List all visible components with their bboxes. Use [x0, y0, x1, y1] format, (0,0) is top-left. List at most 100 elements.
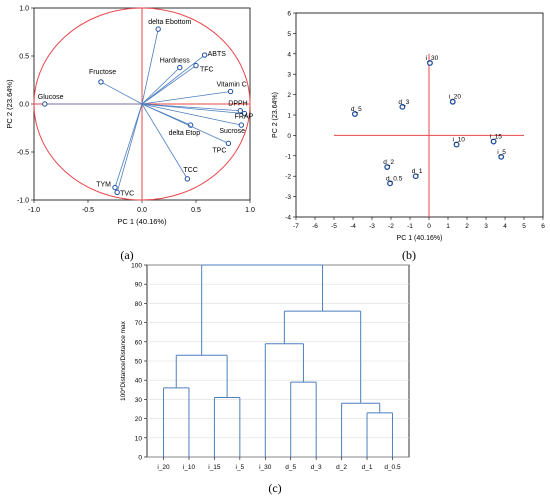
leaf-label: i_30 — [259, 464, 272, 471]
leaf-label: i_5 — [236, 464, 245, 471]
panel-a-loadings-plot: -1.0 -0.5 0.0 0.5 1.0 1.0 0.5 0.0 -0.5 -1.0 PC 1 (… — [5, 6, 255, 227]
loading-label: TCC — [183, 167, 197, 174]
loading-point — [184, 176, 191, 182]
loading-label: TFC — [200, 67, 214, 74]
score-label: i_5 — [497, 149, 506, 156]
loading-point — [227, 88, 234, 95]
x-tick-label: 6 — [541, 223, 545, 230]
panel-b-scores-plot: -7 -6 -5 -4 -3 -2 -1 0 1 2 3 4 5 6 6 5 4 3 2 1 0 -1 -2 -3 -4 PC 1… — [272, 11, 545, 243]
loading-label: Vitamin C — [217, 82, 247, 89]
y-tick-label: 80 — [135, 301, 143, 308]
plot-frame — [295, 12, 544, 218]
y-tick-label: -2 — [285, 174, 291, 181]
score-label: d_3 — [398, 99, 409, 106]
y-axis-label: 100*Distance/Distance max — [120, 320, 127, 401]
loading-point — [225, 140, 232, 147]
leaf-label: i_20 — [157, 464, 170, 471]
loading-label: delta Etop — [169, 130, 201, 137]
score-label: i_30 — [426, 55, 439, 62]
y-tick-label: 20 — [135, 416, 143, 423]
loading-vector — [141, 67, 181, 105]
score-label: d_5 — [351, 106, 362, 113]
loading-vector — [141, 91, 231, 105]
y-tick-label: 50 — [135, 359, 143, 366]
leaf-label: i_15 — [208, 464, 221, 471]
loading-point — [112, 184, 118, 191]
y-tick-label: 1 — [287, 113, 291, 120]
loading-label: TPC — [212, 147, 226, 154]
panel-label-a: (a) — [120, 248, 133, 262]
loading-vector — [116, 103, 143, 193]
x-tick-label: -2 — [388, 223, 394, 230]
loading-point — [155, 26, 161, 32]
score-label: i_10 — [453, 137, 466, 144]
y-tick-label: -1 — [285, 153, 291, 160]
y-tick-label: 10 — [135, 435, 143, 442]
loading-vector — [141, 103, 229, 144]
loading-point — [193, 62, 199, 69]
y-tick-label: 5 — [287, 31, 291, 38]
loading-point — [177, 64, 183, 71]
x-tick-label: 5 — [522, 223, 526, 230]
panel-label-b: (b) — [402, 248, 416, 262]
panel-c-dendrogram: 1009080706050403020100100*Distance/Dista… — [120, 263, 410, 471]
score-label: d_2 — [383, 159, 394, 166]
y-tick-label: 0.5 — [19, 54, 29, 61]
loading-vector — [100, 81, 143, 105]
y-tick-label: -4 — [285, 215, 291, 222]
leaf-label: i_10 — [183, 464, 196, 471]
y-tick-label: 4 — [287, 51, 291, 58]
loading-vector — [141, 65, 197, 105]
score-point — [384, 164, 391, 170]
loading-point — [98, 79, 104, 85]
loading-point — [237, 108, 243, 114]
x-axis-label: PC 1 (40.16%) — [397, 235, 443, 242]
y-tick-label: 0.0 — [19, 102, 29, 109]
score-point — [399, 103, 406, 110]
leaf-label: d_1 — [362, 464, 373, 471]
y-tick-label: 60 — [135, 339, 143, 346]
loading-label: Fructose — [89, 69, 116, 76]
score-label: i_15 — [490, 134, 503, 141]
y-tick-label: -1.0 — [17, 198, 29, 205]
leaf-label: d_5 — [285, 464, 296, 471]
x-tick-label: 3 — [484, 223, 488, 230]
x-tick-label: -4 — [350, 223, 356, 230]
x-tick-label: -7 — [293, 223, 299, 230]
x-tick-label: 0.5 — [191, 207, 201, 214]
score-point — [498, 153, 505, 160]
loading-point — [201, 52, 208, 58]
loading-vector — [141, 103, 241, 112]
score-point — [427, 60, 433, 66]
y-tick-label: 3 — [287, 72, 291, 79]
x-tick-label: -5 — [331, 223, 337, 230]
x-axis-label: PC 1 (40.16%) — [117, 217, 167, 226]
x-tick-label: 1 — [446, 223, 450, 230]
leaf-label: d_2 — [336, 464, 347, 471]
x-tick-label: -0.5 — [82, 207, 94, 214]
score-label: d_1 — [412, 168, 423, 175]
y-tick-label: 30 — [135, 397, 143, 404]
score-label: i_20 — [449, 94, 462, 101]
loading-vector — [141, 29, 159, 105]
loading-vector — [141, 103, 188, 180]
loading-label: Hardness — [160, 58, 190, 65]
x-tick-label: 2 — [465, 223, 469, 230]
loading-vector — [114, 103, 143, 188]
x-tick-label: 4 — [503, 223, 507, 230]
y-tick-label: 2 — [287, 92, 291, 99]
score-point — [453, 141, 460, 148]
x-tick-label: -1.0 — [28, 207, 40, 214]
y-tick-label: 1.0 — [19, 6, 29, 13]
leaf-label: d_3 — [311, 464, 322, 471]
score-point — [387, 180, 393, 187]
score-point — [449, 98, 456, 105]
loading-point — [42, 101, 48, 107]
loading-label: delta Ebottom — [148, 19, 191, 26]
y-axis-label: PC 2 (23.64%) — [272, 92, 279, 138]
x-tick-label: 0 — [427, 223, 431, 230]
loading-label: Sucrose — [219, 128, 245, 135]
loading-vector — [141, 54, 205, 105]
y-axis-label: PC 2 (23.64%) — [5, 79, 14, 129]
